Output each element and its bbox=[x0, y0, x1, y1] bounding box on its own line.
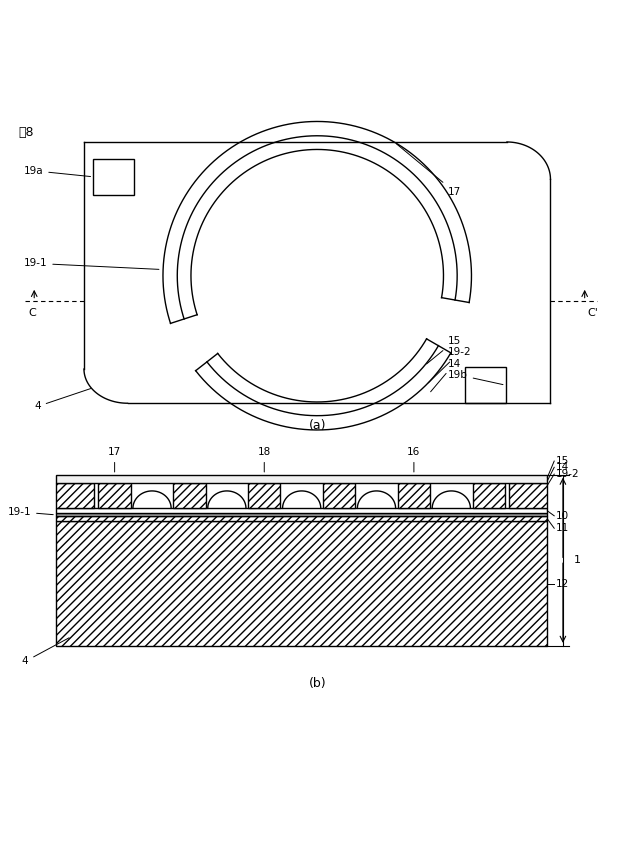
Bar bbox=[465, 367, 506, 403]
Text: 17: 17 bbox=[108, 447, 121, 472]
Bar bbox=[56, 517, 547, 521]
Text: 19-2: 19-2 bbox=[429, 348, 471, 382]
Text: 10: 10 bbox=[555, 511, 569, 521]
Bar bbox=[174, 484, 206, 508]
Text: 14: 14 bbox=[430, 359, 461, 392]
Text: 19-2: 19-2 bbox=[555, 469, 579, 479]
Text: 12: 12 bbox=[555, 579, 569, 588]
Text: 17: 17 bbox=[396, 144, 461, 197]
Text: 19-1: 19-1 bbox=[7, 507, 53, 517]
Text: (b): (b) bbox=[309, 677, 326, 690]
Text: 11: 11 bbox=[555, 524, 569, 533]
Text: 16: 16 bbox=[407, 447, 420, 472]
Text: 19b: 19b bbox=[448, 370, 503, 384]
Bar bbox=[509, 484, 547, 508]
Text: C': C' bbox=[587, 308, 598, 318]
Bar bbox=[93, 159, 134, 195]
Bar bbox=[56, 513, 547, 517]
Text: C: C bbox=[29, 308, 36, 318]
Text: 15: 15 bbox=[555, 456, 569, 466]
Bar bbox=[56, 508, 547, 513]
Text: 19-1: 19-1 bbox=[24, 258, 159, 269]
Text: (a): (a) bbox=[309, 419, 326, 432]
Bar bbox=[323, 484, 355, 508]
Text: 15: 15 bbox=[427, 336, 461, 364]
Text: 4: 4 bbox=[22, 638, 69, 666]
Text: 18: 18 bbox=[258, 447, 271, 472]
Text: 14: 14 bbox=[555, 462, 569, 473]
Bar bbox=[56, 475, 547, 484]
Bar bbox=[56, 484, 94, 508]
Text: 19a: 19a bbox=[24, 166, 91, 177]
Text: 4: 4 bbox=[34, 388, 91, 411]
Bar bbox=[248, 484, 281, 508]
Bar bbox=[56, 521, 547, 646]
Bar bbox=[98, 484, 131, 508]
Bar bbox=[397, 484, 430, 508]
Text: 図8: 図8 bbox=[19, 127, 34, 139]
Text: 1: 1 bbox=[573, 555, 580, 565]
Bar bbox=[473, 484, 505, 508]
